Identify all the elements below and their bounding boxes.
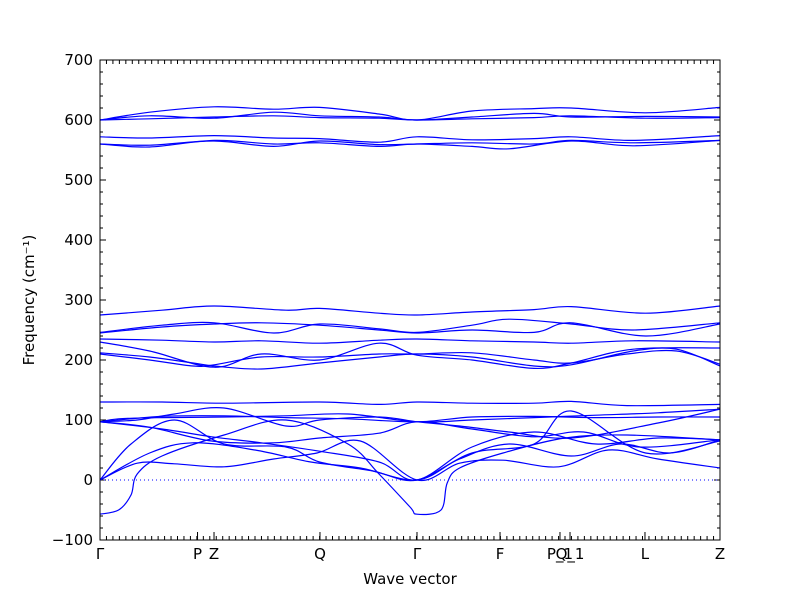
x-tick-label: P <box>193 545 202 563</box>
phonon-branch-3 <box>99 439 721 481</box>
phonon-branch-14 <box>99 338 721 344</box>
phonon-branch-2 <box>99 439 721 482</box>
phonon-branch-9 <box>99 415 721 423</box>
y-tick-label: 200 <box>64 351 93 369</box>
y-tick-label: 500 <box>64 171 93 189</box>
series-lines <box>99 106 721 516</box>
phonon-branch-8 <box>99 408 721 423</box>
phonon-branch-12 <box>99 347 721 370</box>
x-tick-label: P_1 <box>547 545 573 564</box>
phonon-branch-13 <box>99 341 721 370</box>
phonon-branch-11 <box>99 349 721 367</box>
x-tick-label: Q <box>314 545 326 563</box>
phonon-branch-20 <box>99 134 721 143</box>
phonon-branch-5 <box>99 421 721 481</box>
y-axis-label: Frequency (cm⁻¹) <box>20 235 38 366</box>
x-tick-label: F <box>496 545 505 563</box>
phonon-branch-4 <box>99 410 721 482</box>
y-axis-ticks: −100 0 100 200 300 400 500 600 700 <box>52 51 720 549</box>
x-tick-label: Γ <box>96 545 105 563</box>
phonon-branch-17 <box>99 305 721 316</box>
phonon-branch-16 <box>99 318 721 334</box>
phonon-branch-23 <box>99 115 721 121</box>
y-tick-label: 400 <box>64 231 93 249</box>
plot-frame <box>99 59 721 541</box>
phonon-branch-19 <box>99 139 721 148</box>
x-axis-label: Wave vector <box>363 570 457 588</box>
x-tick-label: Z <box>715 545 725 563</box>
x-tick-label: Q_1 <box>556 545 585 564</box>
y-tick-label: 100 <box>64 411 93 429</box>
y-tick-label: 0 <box>83 471 93 489</box>
phonon-branch-6 <box>99 421 721 448</box>
x-tick-label: Γ <box>413 545 422 563</box>
x-tick-label: Z <box>209 545 219 563</box>
phonon-branch-10 <box>99 400 721 407</box>
x-tick-label: L <box>641 545 650 563</box>
x-axis-ticks: Γ P Z Q Γ F P_1Q_1 L Z <box>96 60 725 564</box>
y-tick-label: 300 <box>64 291 93 309</box>
phonon-branch-1 <box>99 419 721 516</box>
y-tick-label: −100 <box>52 531 93 549</box>
y-tick-label: 700 <box>64 51 93 69</box>
y-tick-label: 600 <box>64 111 93 129</box>
phonon-branch-22 <box>99 111 721 121</box>
